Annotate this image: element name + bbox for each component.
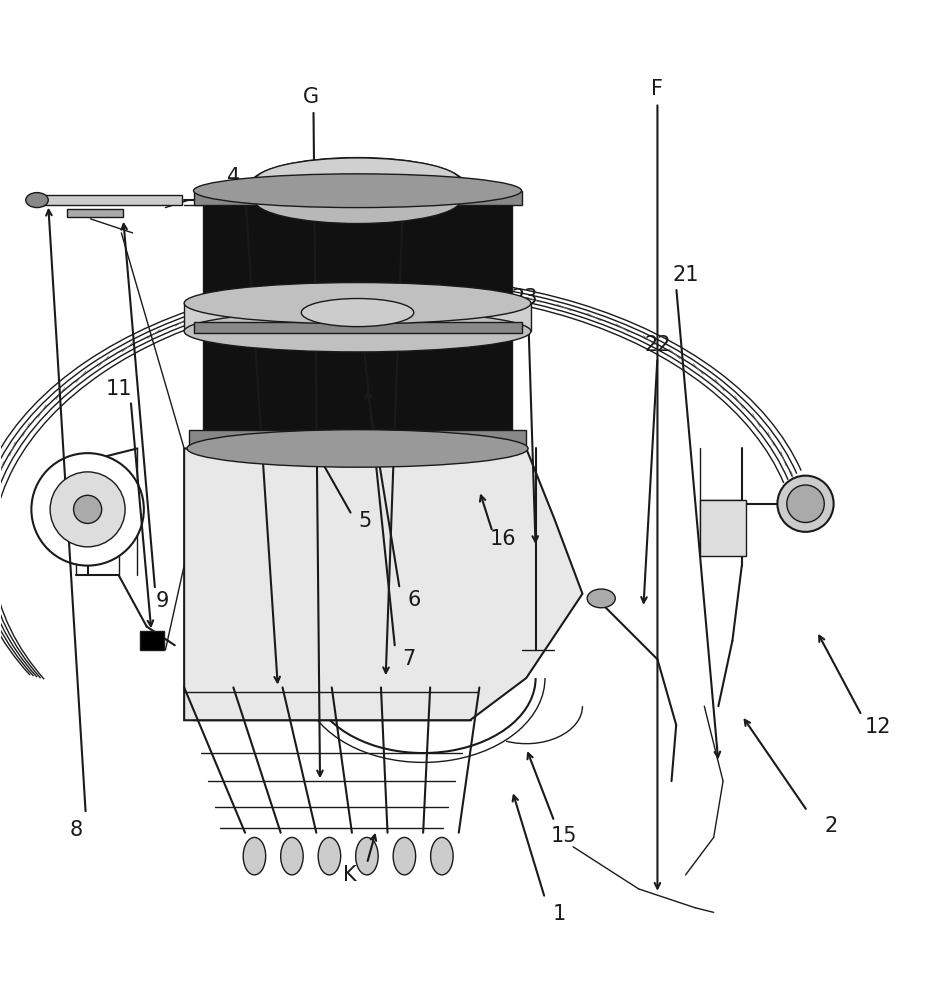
Text: 15: 15: [551, 826, 577, 846]
Text: 3: 3: [815, 504, 828, 524]
Ellipse shape: [777, 476, 834, 532]
Text: 23: 23: [511, 288, 538, 308]
Bar: [783, 493, 828, 515]
Text: 5: 5: [358, 511, 371, 531]
Text: 7: 7: [402, 649, 415, 669]
Text: 16: 16: [490, 529, 516, 549]
Bar: [140, 631, 164, 650]
Polygon shape: [184, 448, 583, 720]
Text: 2: 2: [824, 816, 838, 836]
Text: 22: 22: [644, 335, 671, 355]
Ellipse shape: [302, 298, 414, 327]
Text: G: G: [303, 87, 319, 107]
Text: 1: 1: [553, 904, 566, 924]
Bar: [194, 297, 522, 308]
Ellipse shape: [31, 453, 144, 566]
Ellipse shape: [393, 837, 415, 875]
Bar: [189, 430, 526, 448]
Text: K: K: [343, 865, 357, 885]
Bar: [203, 329, 512, 434]
Bar: [699, 500, 746, 556]
Ellipse shape: [355, 837, 378, 875]
Text: F: F: [651, 79, 664, 99]
Text: 6: 6: [407, 590, 420, 610]
Bar: [37, 195, 182, 205]
Ellipse shape: [243, 837, 266, 875]
Bar: [194, 322, 522, 333]
Ellipse shape: [50, 472, 125, 547]
Bar: [67, 209, 123, 217]
Ellipse shape: [255, 177, 461, 224]
Ellipse shape: [25, 193, 48, 208]
Ellipse shape: [787, 485, 824, 522]
Text: 4: 4: [227, 167, 241, 187]
Bar: [184, 303, 531, 331]
Ellipse shape: [73, 495, 102, 523]
Ellipse shape: [431, 837, 453, 875]
Ellipse shape: [184, 283, 531, 324]
Ellipse shape: [318, 837, 340, 875]
Text: 10: 10: [63, 481, 89, 501]
Text: 8: 8: [70, 820, 83, 840]
Text: 9: 9: [156, 591, 169, 611]
Bar: [255, 177, 461, 200]
Ellipse shape: [184, 311, 531, 352]
Ellipse shape: [281, 837, 304, 875]
Text: 21: 21: [672, 265, 698, 285]
Ellipse shape: [194, 174, 522, 208]
Text: 12: 12: [865, 717, 891, 737]
Text: 11: 11: [105, 379, 132, 399]
Bar: [203, 200, 512, 303]
Ellipse shape: [255, 158, 461, 205]
Bar: [194, 191, 522, 205]
Text: 20: 20: [389, 190, 415, 210]
Ellipse shape: [250, 158, 465, 214]
Ellipse shape: [187, 430, 528, 467]
Ellipse shape: [588, 589, 616, 608]
